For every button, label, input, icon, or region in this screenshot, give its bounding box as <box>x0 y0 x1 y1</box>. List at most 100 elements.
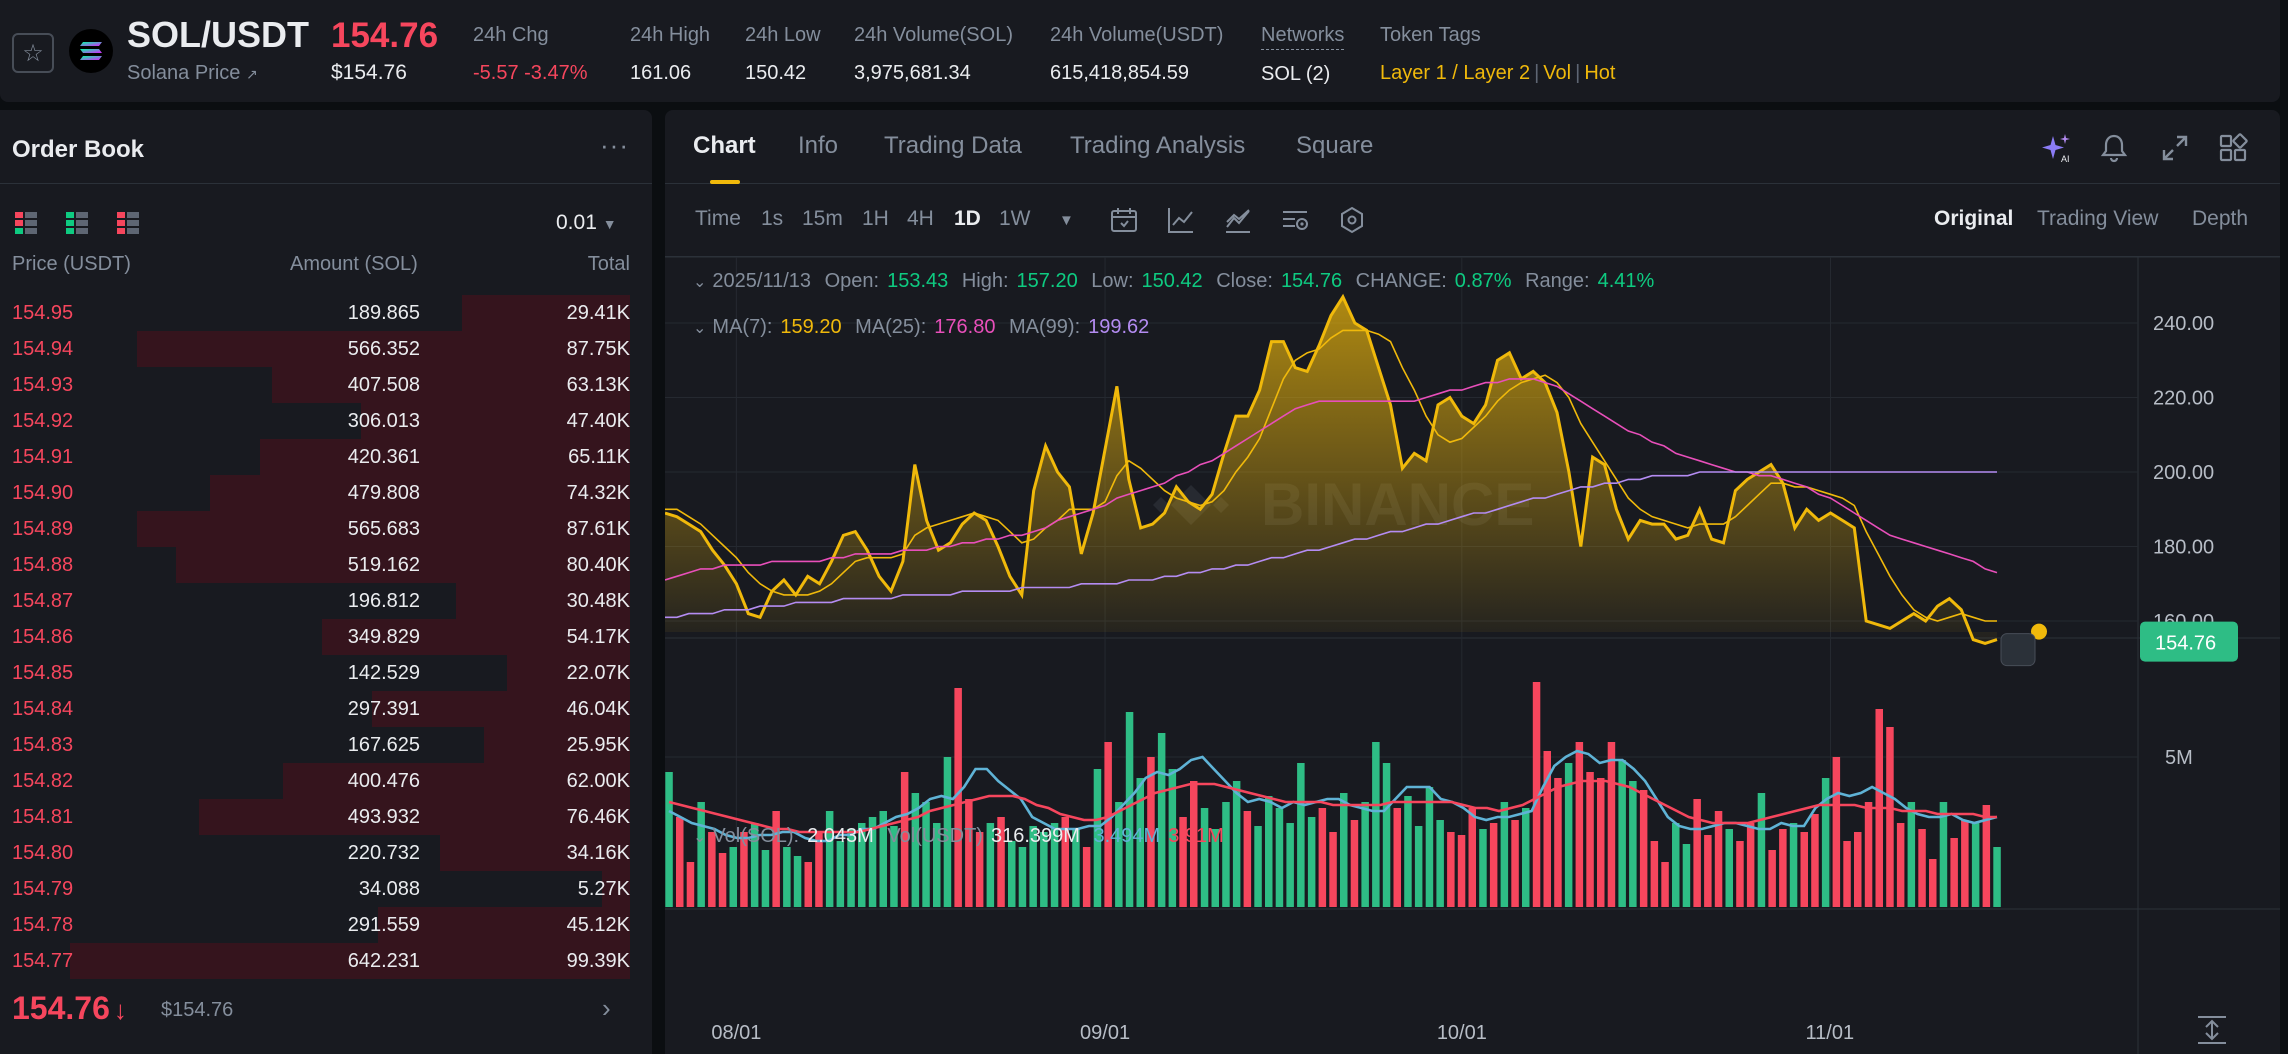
ask-row[interactable]: 154.80 220.732 34.16K <box>0 835 652 871</box>
timeframe-time[interactable]: Time <box>695 207 741 230</box>
ask-total: 54.17K <box>566 626 630 648</box>
tab-chart[interactable]: Chart <box>693 132 756 159</box>
chevron-right-icon[interactable]: › <box>602 993 611 1023</box>
ask-row[interactable]: 154.87 196.812 30.48K <box>0 583 652 619</box>
ask-row[interactable]: 154.93 407.508 63.13K <box>0 367 652 403</box>
chart-settings-icon[interactable] <box>1280 205 1310 235</box>
order-book-asks-icon[interactable] <box>117 212 139 234</box>
fullscreen-icon[interactable] <box>2159 132 2191 164</box>
calendar-icon[interactable] <box>1109 205 1139 235</box>
ask-row[interactable]: 154.81 493.932 76.46K <box>0 799 652 835</box>
ask-total: 30.48K <box>566 590 630 612</box>
token-tag-vol[interactable]: Vol <box>1543 62 1572 84</box>
volume-bar <box>1318 808 1327 907</box>
view-trading-view[interactable]: Trading View <box>2037 207 2159 230</box>
ask-row[interactable]: 154.82 400.476 62.00K <box>0 763 652 799</box>
volume-bar <box>1404 796 1412 907</box>
change-value: 0.87% <box>1454 270 1512 292</box>
scale-reset-icon[interactable] <box>2198 1016 2226 1044</box>
volume-bar <box>1168 769 1177 907</box>
order-book-bids-icon[interactable] <box>66 212 88 234</box>
token-tag-hot[interactable]: Hot <box>1584 62 1616 84</box>
favorite-star-icon[interactable]: ☆ <box>12 33 54 73</box>
collapse-chevron-icon[interactable]: ⌄ <box>693 829 707 846</box>
volume-bar <box>718 853 727 907</box>
collapse-chevron-icon[interactable]: ⌄ <box>693 274 707 291</box>
ask-row[interactable]: 154.86 349.829 54.17K <box>0 619 652 655</box>
tab-trading-data[interactable]: Trading Data <box>884 132 1022 159</box>
svg-text:AI: AI <box>2061 154 2070 164</box>
ask-row[interactable]: 154.88 519.162 80.40K <box>0 547 652 583</box>
volume-bar <box>1650 841 1659 907</box>
collapse-chevron-icon[interactable]: ⌄ <box>693 320 707 337</box>
x-tick-label: 10/01 <box>1437 1022 1487 1044</box>
y-tick-label: 200.00 <box>2153 462 2214 484</box>
price-chart[interactable]: BINANCE 240.00220.00200.00180.00160.0008… <box>665 257 2280 1054</box>
ask-row[interactable]: 154.84 297.391 46.04K <box>0 691 652 727</box>
tick-size-select[interactable]: 0.01 ▼ <box>556 211 617 235</box>
close-label: Close: <box>1216 270 1273 292</box>
volume-bar <box>686 862 695 907</box>
tab-trading-analysis[interactable]: Trading Analysis <box>1070 132 1246 159</box>
ask-row[interactable]: 154.94 566.352 87.75K <box>0 331 652 367</box>
ask-row[interactable]: 154.89 565.683 87.61K <box>0 511 652 547</box>
tab-square[interactable]: Square <box>1296 132 1374 159</box>
volume-bar <box>1639 790 1648 907</box>
ask-row[interactable]: 154.77 642.231 99.39K <box>0 943 652 979</box>
timeframe-more-chevron-icon[interactable]: ▼ <box>1059 212 1074 229</box>
volume-bar <box>1072 829 1080 907</box>
volume-ma-line <box>668 749 1998 843</box>
depth-bar <box>484 727 630 763</box>
ask-row[interactable]: 154.79 34.088 5.27K <box>0 871 652 907</box>
ma-legend: ⌄ MA(7): 159.20 MA(25): 176.80 MA(99): 199.6… <box>693 316 1157 339</box>
volume-bar <box>665 772 673 907</box>
bell-icon[interactable] <box>2098 132 2130 164</box>
ask-row[interactable]: 154.91 420.361 65.11K <box>0 439 652 475</box>
volume-bar <box>1971 823 1980 907</box>
ask-row[interactable]: 154.90 479.808 74.32K <box>0 475 652 511</box>
timeframe-1s[interactable]: 1s <box>761 207 784 230</box>
volume-bar <box>1511 820 1519 907</box>
ask-amount: 34.088 <box>358 878 420 900</box>
ask-amount: 565.683 <box>347 518 420 540</box>
timeframe-1d[interactable]: 1D <box>954 207 981 230</box>
ask-total: 63.13K <box>566 374 630 396</box>
ask-price: 154.77 <box>12 950 74 972</box>
ma25-value: 176.80 <box>934 316 996 338</box>
ai-sparkle-icon[interactable]: AI <box>2041 132 2073 164</box>
volume-bar <box>1554 778 1562 907</box>
volume-bar <box>697 802 705 907</box>
token-tag-layer[interactable]: Layer 1 / Layer 2 <box>1380 62 1531 84</box>
ask-row[interactable]: 154.83 167.625 25.95K <box>0 727 652 763</box>
ask-total: 74.32K <box>566 482 630 504</box>
stat-networks[interactable]: Networks SOL (2) <box>1261 24 1345 86</box>
layout-grid-icon[interactable] <box>2217 132 2249 164</box>
drawing-tools-icon[interactable] <box>1337 205 1367 235</box>
tab-info[interactable]: Info <box>798 132 839 159</box>
ask-row[interactable]: 154.92 306.013 47.40K <box>0 403 652 439</box>
view-original[interactable]: Original <box>1934 207 2014 230</box>
coin-price-link[interactable]: Solana Price ↗ <box>127 62 258 85</box>
volume-bar <box>1436 820 1444 907</box>
volume-bar <box>1468 808 1476 907</box>
view-depth[interactable]: Depth <box>2192 207 2249 230</box>
volume-bar <box>943 757 952 907</box>
ask-row[interactable]: 154.95 189.865 29.41K <box>0 295 652 331</box>
ask-row[interactable]: 154.78 291.559 45.12K <box>0 907 652 943</box>
timeframe-1w[interactable]: 1W <box>999 207 1031 230</box>
ask-price: 154.85 <box>12 662 74 684</box>
close-value: 154.76 <box>1280 270 1343 292</box>
timeframe-4h[interactable]: 4H <box>907 207 934 230</box>
order-book-both-icon[interactable] <box>15 212 37 234</box>
timeframe-1h[interactable]: 1H <box>862 207 889 230</box>
ask-row[interactable]: 154.85 142.529 22.07K <box>0 655 652 691</box>
compare-chart-icon[interactable] <box>1223 205 1253 235</box>
volume-bar <box>1854 832 1862 907</box>
ask-amount: 297.391 <box>347 698 420 720</box>
indicator-chart-icon[interactable] <box>1166 205 1196 235</box>
timeframe-15m[interactable]: 15m <box>802 207 843 230</box>
more-options-icon[interactable]: ··· <box>600 130 629 160</box>
volume-bar <box>1768 850 1776 907</box>
volume-bar <box>1607 742 1616 907</box>
volume-bar <box>868 817 877 907</box>
